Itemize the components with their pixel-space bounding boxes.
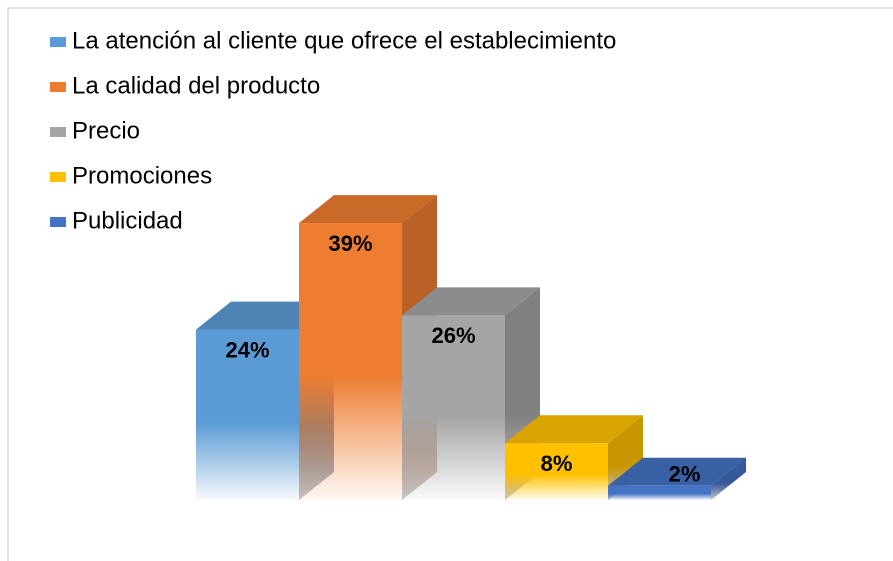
data-label: 24% — [225, 337, 269, 362]
legend-label: Promociones — [72, 162, 212, 189]
bar-top — [505, 415, 643, 444]
legend-swatch — [50, 217, 66, 227]
bar-top-shade — [299, 195, 437, 224]
legend-label: Publicidad — [72, 207, 183, 234]
bar-front — [505, 443, 608, 500]
bar-front — [402, 315, 505, 500]
bar-top-shade — [505, 415, 643, 444]
legend-swatch — [50, 82, 66, 92]
bar-side-shade — [711, 457, 746, 500]
bar — [505, 415, 643, 500]
legend-label: La calidad del producto — [72, 72, 320, 99]
legend-label: Precio — [72, 117, 140, 144]
bar-front — [608, 485, 711, 500]
data-label: 8% — [541, 451, 573, 476]
bar-top — [299, 195, 437, 224]
bar-top — [608, 457, 746, 486]
legend-swatch — [50, 172, 66, 182]
legend-swatch — [50, 37, 66, 47]
bar-top-shade — [608, 457, 746, 486]
data-label: 39% — [328, 231, 372, 256]
bar — [608, 457, 746, 500]
bar-side — [711, 457, 746, 500]
bar-front — [196, 329, 299, 500]
bar-top-shade — [402, 287, 540, 316]
bar-front — [299, 223, 402, 500]
bar-top — [402, 287, 540, 316]
data-label: 26% — [431, 323, 475, 348]
legend-label: La atención al cliente que ofrece el est… — [72, 27, 616, 54]
data-label: 2% — [669, 462, 701, 487]
chart-border — [7, 7, 893, 561]
legend-swatch — [50, 127, 66, 137]
